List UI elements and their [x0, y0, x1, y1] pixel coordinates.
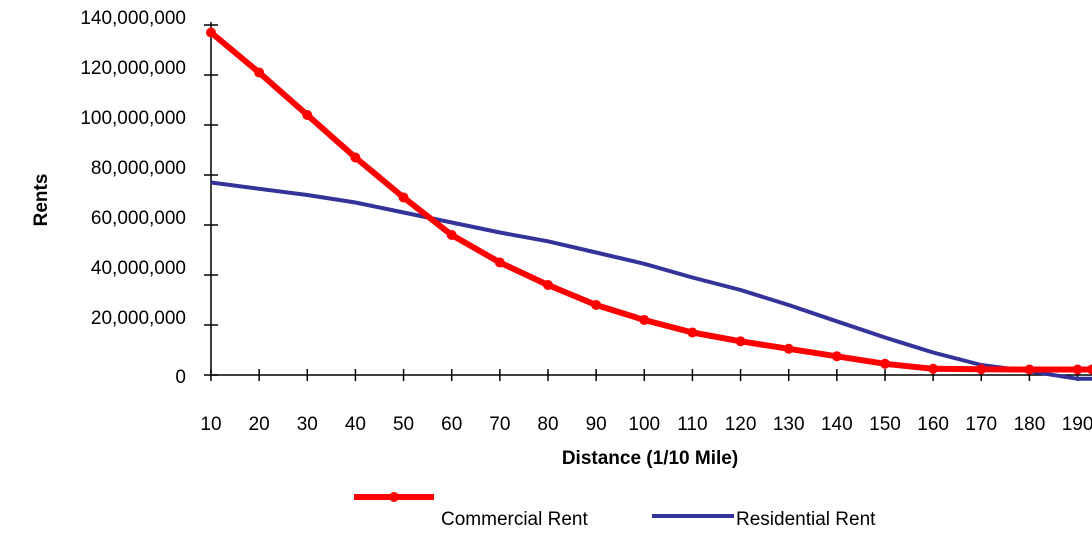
x-tick-label: 120: [725, 414, 757, 435]
x-axis-ticks: 10 20 30 40 50 60 70 80 90 100 110 120 130 140 150 160 1…: [200, 369, 1092, 435]
data-point: [494, 257, 505, 268]
data-point: [254, 67, 265, 78]
y-tick-label: 0: [175, 367, 186, 388]
y-tick-label: 20,000,000: [91, 308, 186, 329]
x-tick-label: 10: [200, 414, 221, 435]
y-tick-label: 100,000,000: [80, 108, 186, 129]
x-tick-label: 150: [869, 414, 901, 435]
data-point: [1072, 364, 1083, 375]
data-point: [783, 343, 794, 354]
x-tick-label: 90: [586, 414, 607, 435]
x-tick-label: 110: [677, 414, 707, 435]
legend: Commercial Rent Residential Rent: [354, 492, 876, 530]
x-tick-label: 30: [297, 414, 318, 435]
series-line-residential-rent: [210, 180, 1092, 381]
data-point: [735, 336, 746, 347]
data-point: [302, 110, 313, 120]
data-point: [831, 351, 842, 362]
data-point: [446, 230, 457, 240]
legend-residential-label: Residential Rent: [736, 509, 876, 530]
x-tick-label: 190: [1062, 414, 1092, 435]
data-point: [928, 363, 939, 374]
y-tick-label: 120,000,000: [80, 58, 186, 79]
data-point: [542, 280, 553, 290]
x-tick-label: 100: [628, 414, 660, 435]
y-axis-title: Rents: [31, 174, 52, 227]
x-tick-label: 70: [489, 414, 510, 435]
x-tick-label: 80: [537, 414, 558, 435]
x-tick-label: 60: [441, 414, 462, 435]
x-tick-label: 180: [1014, 414, 1046, 435]
y-tick-label: 80,000,000: [91, 158, 186, 179]
series-line-commercial-rent: [209, 30, 1092, 373]
data-point: [976, 364, 987, 375]
data-point: [398, 192, 409, 203]
x-tick-label: 170: [965, 414, 997, 435]
x-axis-title: Distance (1/10 Mile): [562, 448, 738, 469]
data-point: [1024, 364, 1035, 375]
data-point: [1087, 364, 1092, 375]
x-tick-label: 50: [393, 414, 414, 435]
data-point: [639, 315, 650, 325]
y-tick-label: 40,000,000: [91, 258, 186, 279]
data-point: [206, 27, 216, 38]
legend-commercial-marker: [389, 492, 399, 502]
y-tick-label: 60,000,000: [91, 208, 186, 229]
y-axis-ticks: 0 20,000,000 40,000,000 60,000,000 80,000,00…: [80, 8, 218, 388]
y-tick-label: 140,000,000: [80, 8, 186, 29]
data-point: [350, 152, 361, 163]
x-tick-label: 130: [773, 414, 805, 435]
x-tick-label: 20: [249, 414, 270, 435]
x-tick-label: 160: [917, 414, 949, 435]
legend-commercial-label: Commercial Rent: [441, 509, 588, 530]
x-tick-label: 140: [821, 414, 853, 435]
data-point: [879, 358, 890, 369]
x-tick-label: 40: [345, 414, 366, 435]
data-point: [687, 327, 698, 338]
data-point: [591, 300, 602, 310]
series-layer: [206, 27, 1092, 381]
